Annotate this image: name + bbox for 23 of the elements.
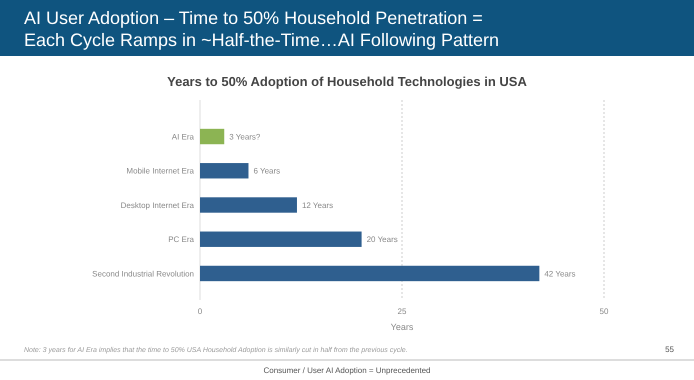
data-label: 12 Years	[302, 200, 334, 210]
x-tick-label: 50	[600, 307, 609, 316]
data-label: 20 Years	[366, 235, 398, 244]
text: Consumer / User AI Adoption = Unprecedented	[264, 366, 430, 375]
bar	[200, 128, 224, 144]
y-tick-label: PC Era	[168, 235, 195, 244]
x-axis-title: Years	[390, 322, 414, 332]
text: 55	[665, 345, 675, 354]
bar	[200, 163, 248, 178]
x-tick-label: 25	[398, 307, 407, 316]
x-tick-label: 0	[198, 307, 203, 316]
chart-title: AI User Adoption – Time to 50% Household Penetration = Each Cycle Ramps in ~Half-the-Time…AI Following Pattern	[24, 8, 500, 50]
y-tick-label: Second Industrial Revolution	[92, 269, 194, 278]
data-label: 3 Years?	[229, 132, 261, 142]
y-tick-label: Desktop Internet Era	[120, 200, 195, 210]
chart-subtitle: Years to 50% Adoption of Household Technologies in USA	[167, 74, 528, 89]
bar	[200, 266, 540, 282]
bar	[200, 232, 362, 247]
y-tick-label: Mobile Internet Era	[126, 166, 195, 176]
y-tick-label: AI Era	[172, 132, 195, 142]
data-label: 42 Years	[544, 269, 576, 278]
bar	[200, 197, 297, 213]
data-label: 6 Years	[253, 166, 280, 176]
